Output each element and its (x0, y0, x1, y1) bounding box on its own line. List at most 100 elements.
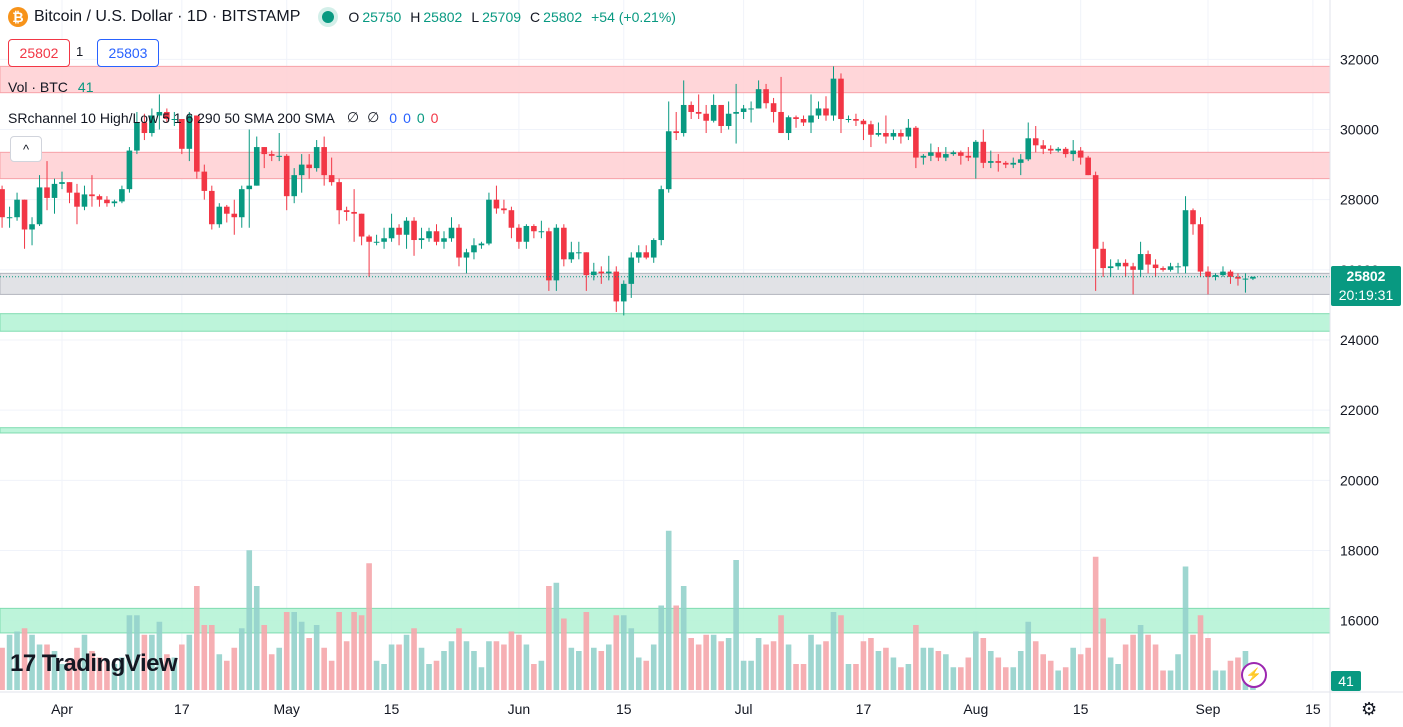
candle-body (770, 103, 777, 112)
candle-body (793, 117, 799, 119)
volume-bar (216, 654, 223, 690)
volume-bar (321, 647, 327, 690)
volume-bar (1190, 634, 1196, 690)
candle-body (987, 161, 994, 163)
support-zone (0, 427, 1331, 434)
volume-bar (898, 667, 904, 690)
volume-bar (351, 612, 357, 690)
tradingview-logo[interactable]: 17 TradingView (10, 650, 178, 678)
volume-bar (74, 647, 80, 690)
ohlc-close-key: C (530, 9, 541, 25)
candle-body (635, 252, 642, 258)
candle-body (0, 189, 5, 218)
candle-body (231, 213, 238, 218)
volume-bar (583, 612, 590, 690)
candle-body (81, 194, 88, 207)
candle-body (733, 111, 739, 114)
volume-bar (0, 647, 5, 690)
volume-bar (1145, 634, 1151, 690)
price-axis-label: 28000 (1340, 192, 1379, 208)
sell-price-button[interactable]: 25802 (8, 39, 70, 67)
volume-bar (268, 654, 275, 690)
ohlc-close-value: 25802 (543, 9, 583, 25)
candle-body (531, 225, 537, 232)
volume-bar (1235, 657, 1241, 690)
volume-bar (658, 605, 665, 690)
candle-body (1062, 148, 1069, 155)
candle-body (1115, 262, 1121, 267)
volume-bar (688, 638, 694, 690)
candle-body (710, 104, 717, 121)
volume-bar (523, 644, 530, 690)
candle-body (156, 111, 163, 116)
symbol-title[interactable]: Bitcoin / U.S. Dollar · 1D · BITSTAMP (34, 8, 301, 25)
candle-body (613, 271, 620, 302)
buy-price-button[interactable]: 25803 (97, 39, 159, 67)
candle-body (1227, 271, 1234, 277)
volume-bar (1167, 670, 1174, 690)
candle-body (591, 271, 597, 276)
volume-legend[interactable]: Vol · BTC 41 (8, 79, 93, 95)
candle-body (351, 211, 357, 214)
gear-icon[interactable]: ⚙ (1361, 699, 1378, 719)
volume-bar (516, 634, 522, 690)
candle-body (1122, 262, 1129, 267)
indicator-value: 0 (430, 109, 439, 126)
volume-bar (463, 641, 470, 690)
volume-bar (66, 660, 73, 690)
volume-bar (156, 621, 163, 690)
candle-body (238, 189, 245, 218)
volume-bar (1062, 667, 1069, 690)
volume-bar (276, 647, 283, 690)
volume-bar (890, 657, 897, 690)
volume-bar (1205, 638, 1211, 690)
volume-bar (928, 647, 934, 690)
candle-body (1100, 248, 1106, 269)
volume-bar (568, 647, 575, 690)
candle-body (171, 118, 178, 120)
volume-bar (665, 530, 672, 690)
last-price-value: 25802 (1346, 268, 1386, 284)
volume-bar (965, 657, 972, 690)
lightning-icon[interactable]: ⚡ (1241, 662, 1267, 688)
candle-body (1220, 271, 1226, 276)
candle-body (134, 122, 140, 151)
candle-body (1250, 276, 1256, 279)
candle-body (471, 245, 477, 253)
candle-body (583, 252, 590, 276)
candle-body (1145, 254, 1151, 265)
volume-bar (283, 612, 290, 690)
candle-body (958, 152, 964, 156)
candle-body (763, 89, 769, 104)
candle-body (141, 122, 148, 134)
candle-body (209, 190, 215, 225)
volume-bar (763, 644, 769, 690)
time-axis-label: Apr (51, 701, 73, 717)
volume-bar (134, 615, 140, 690)
volume-bar (478, 667, 485, 690)
candle-body (815, 108, 822, 116)
volume-bar (291, 612, 297, 690)
candle-body (620, 283, 627, 302)
candle-body (44, 187, 50, 198)
volume-bar (81, 634, 88, 690)
indicator-legend[interactable]: SRchannel 10 High/Low 5 1 6 290 50 SMA 2… (8, 109, 438, 126)
candle-body (1235, 276, 1241, 279)
candle-body (1047, 148, 1054, 151)
current-zone (0, 272, 1331, 295)
volume-bar (755, 638, 762, 690)
volume-bar (1182, 566, 1189, 690)
volume-bar (59, 664, 65, 690)
candle-body (950, 152, 957, 155)
resistance-zone (0, 151, 1331, 180)
volume-bar (373, 660, 380, 690)
market-status-icon[interactable] (322, 11, 335, 23)
volume-bar (1160, 670, 1166, 690)
collapse-legend-button[interactable]: ^ (10, 136, 42, 162)
candle-body (1197, 224, 1204, 272)
volume-bar (958, 667, 964, 690)
candle-body (920, 155, 927, 158)
candle-body (860, 120, 867, 125)
candle-body (433, 231, 440, 242)
